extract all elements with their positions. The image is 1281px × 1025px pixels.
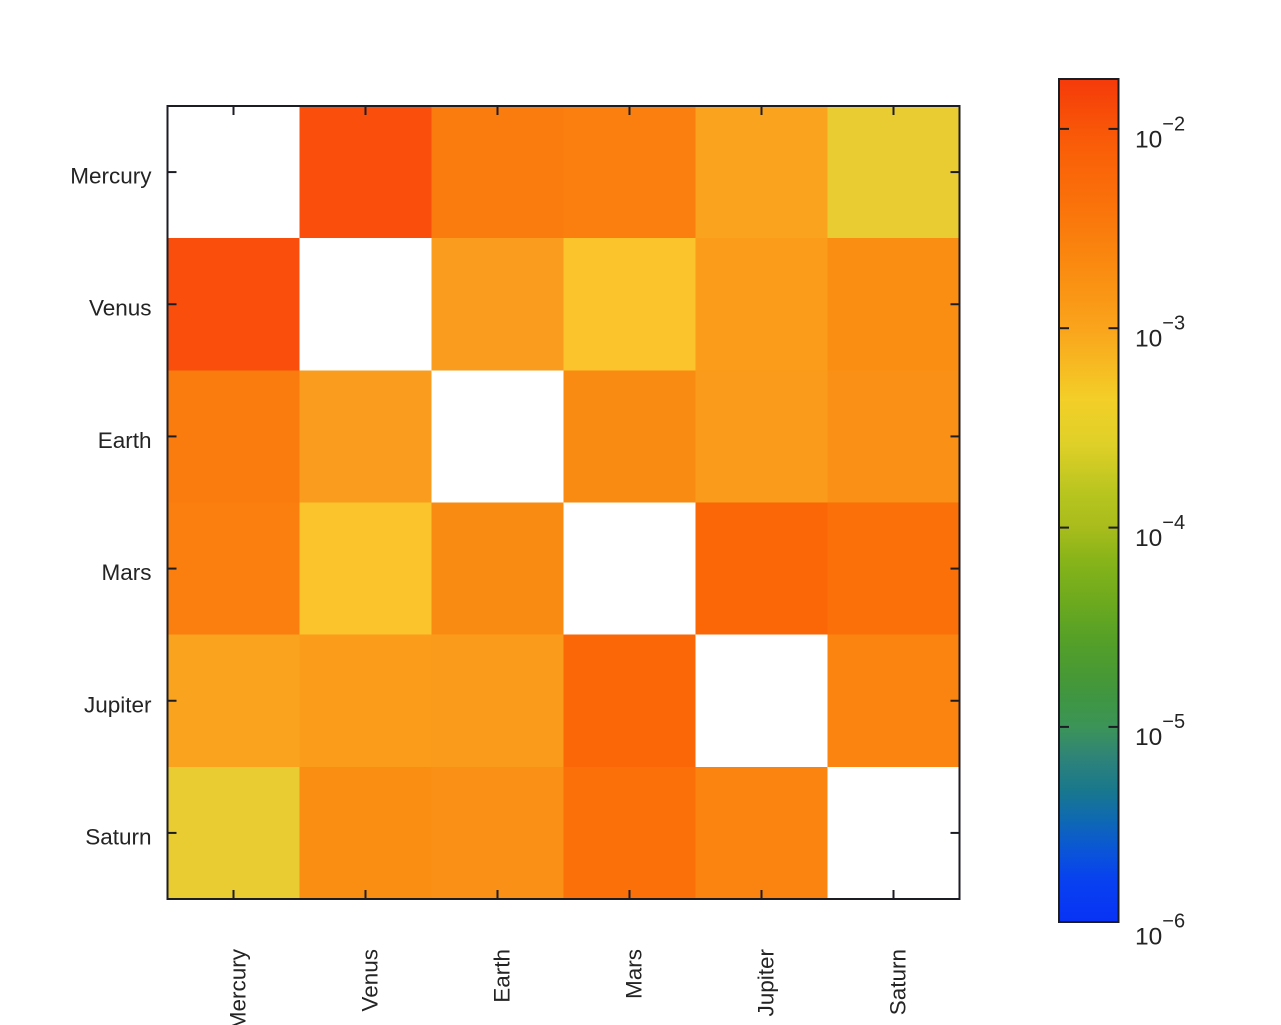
y-tick-label-mars: Mars <box>102 560 152 585</box>
heatmap-cell <box>695 634 828 767</box>
x-tick-label-saturn: Saturn <box>886 949 911 1015</box>
heatmap-cell <box>695 502 828 635</box>
heatmap-cell <box>167 370 300 503</box>
colorbar-label-1e-2: 10−2 <box>1135 113 1185 153</box>
x-tick-label-earth: Earth <box>490 949 515 1003</box>
colorbar-tick-labels: 10−2 10−3 10−4 10−5 10−6 <box>1135 113 1185 950</box>
heatmap-cell <box>563 766 696 899</box>
colorbar-label-1e-5: 10−5 <box>1135 711 1185 751</box>
heatmap-cells <box>167 106 960 899</box>
heatmap-cell <box>431 238 564 371</box>
colorbar-label-1e-4: 10−4 <box>1135 512 1185 552</box>
heatmap-cell <box>167 106 300 239</box>
heatmap-cell <box>431 634 564 767</box>
axes-ticks <box>168 107 959 898</box>
colorbar-fill <box>1059 79 1119 922</box>
heatmap-cell <box>431 106 564 239</box>
heatmap-cell <box>431 502 564 635</box>
heatmap-cell <box>431 766 564 899</box>
y-tick-label-saturn: Saturn <box>85 825 151 850</box>
x-tick-label-venus: Venus <box>358 949 383 1012</box>
heatmap-cell <box>827 502 960 635</box>
heatmap-cell <box>827 106 960 239</box>
y-tick-label-venus: Venus <box>89 296 152 321</box>
heatmap-cell <box>563 502 696 635</box>
y-axis-tick-labels: Mercury Venus Earth Mars Jupiter Saturn <box>70 164 152 850</box>
colorbar-ticks <box>1060 127 1118 728</box>
heatmap-cell <box>827 370 960 503</box>
heatmap-cell <box>299 502 432 635</box>
colorbar-label-1e-6: 10−6 <box>1135 911 1185 951</box>
heatmap-cell <box>167 766 300 899</box>
heatmap-cell <box>299 238 432 371</box>
heatmap-cell <box>563 106 696 239</box>
heatmap-cell <box>299 634 432 767</box>
heatmap-cell <box>431 370 564 503</box>
y-tick-label-jupiter: Jupiter <box>84 692 152 717</box>
y-tick-label-mercury: Mercury <box>70 164 152 189</box>
heatmap-cell <box>695 370 828 503</box>
heatmap-cell <box>299 106 432 239</box>
colorbar-border <box>1058 78 1120 923</box>
x-tick-label-mercury: Mercury <box>226 948 251 1025</box>
heatmap-cell <box>827 238 960 371</box>
colorbar-label-1e-3: 10−3 <box>1135 313 1185 353</box>
heatmap-cell <box>563 634 696 767</box>
heatmap-cell <box>299 766 432 899</box>
x-tick-label-jupiter: Jupiter <box>754 949 779 1017</box>
heatmap-cell <box>827 766 960 899</box>
heatmap-cell <box>695 106 828 239</box>
heatmap-cell <box>299 370 432 503</box>
heatmap-cell <box>167 238 300 371</box>
x-axis-tick-labels: Mercury Venus Earth Mars Jupiter Saturn <box>226 948 911 1025</box>
heatmap-cell <box>167 634 300 767</box>
heatmap-cell <box>167 502 300 635</box>
x-tick-label-mars: Mars <box>622 949 647 999</box>
colorbar <box>1058 78 1120 923</box>
plot-border <box>166 105 961 900</box>
heatmap-cell <box>563 370 696 503</box>
heatmap-cell <box>695 766 828 899</box>
heatmap-cell <box>827 634 960 767</box>
heatmap-cell <box>563 238 696 371</box>
y-tick-label-earth: Earth <box>98 428 152 453</box>
heatmap-cell <box>695 238 828 371</box>
